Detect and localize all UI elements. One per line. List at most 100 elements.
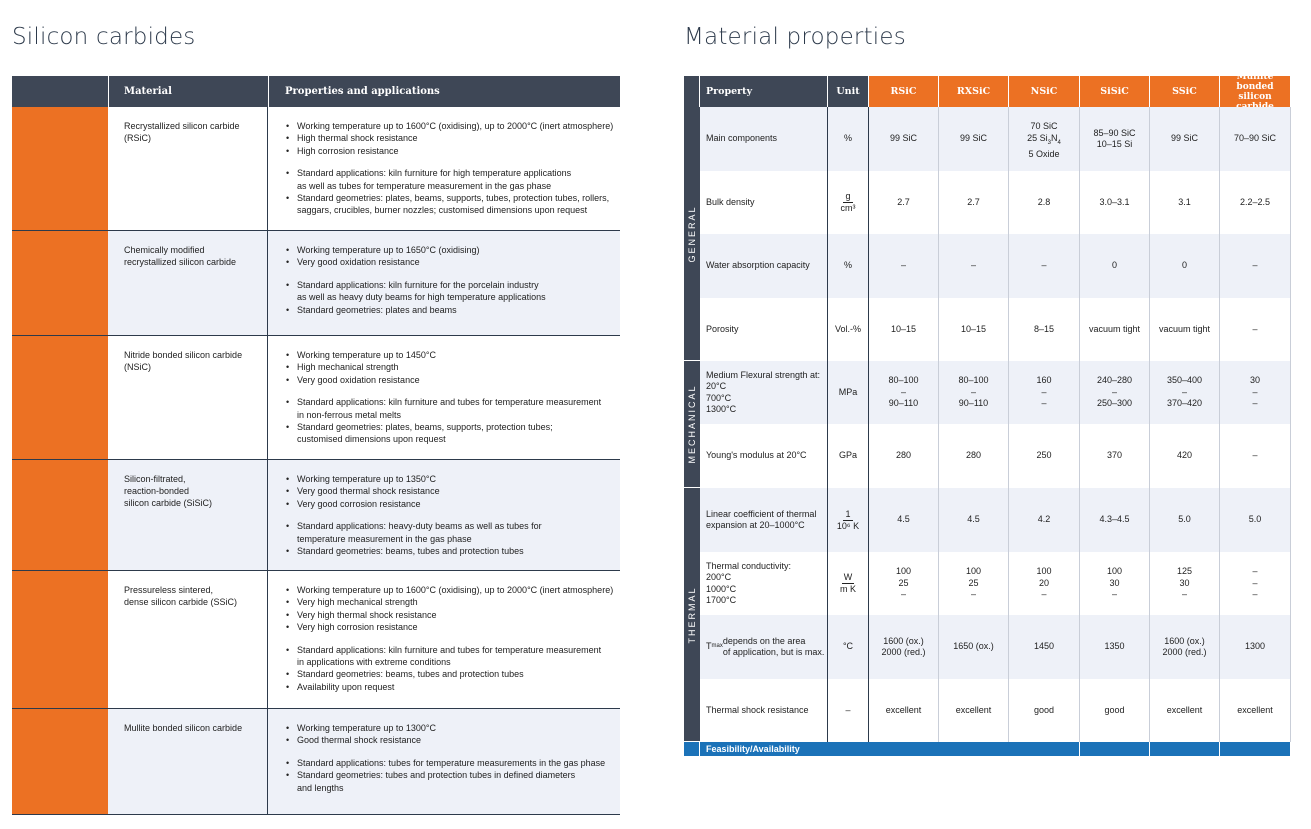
properties-cell: Working temperature up to 1350°CVery goo… [268,460,620,570]
bullet-list: Working temperature up to 1650°C (oxidis… [284,244,620,269]
value-cell: 70–90 SiC [1220,107,1291,171]
group-label-text: THERMAL [687,585,697,644]
value-cell: – [1220,234,1291,298]
list-item: Standard geometries: beams, tubes and pr… [284,668,620,681]
list-item: Standard applications: kiln furniture fo… [284,167,620,192]
value-cell: excellent [939,679,1009,742]
list-item: Availability upon request [284,681,620,694]
properties-cell: Working temperature up to 1300°CGood the… [268,709,620,814]
header-material-6: Mullite bonded silicon carbide [1220,72,1291,112]
unit-fraction: g cm³ [841,191,856,214]
list-item: Working temperature up to 1350°C [284,473,620,486]
list-item: Standard geometries: beams, tubes and pr… [284,545,620,558]
value-cell: 0 [1150,234,1220,298]
value-cell: 2.7 [939,171,1009,234]
value-cell: 80–100 – 90–110 [869,361,939,424]
properties-cell: Working temperature up to 1650°C (oxidis… [268,231,620,335]
unit-cell: – [828,679,869,742]
value-cell: 100 25 – [869,552,939,615]
group-label-thermal: THERMAL [684,488,700,742]
property-name: Porosity [700,298,828,361]
value-cell: 1450 [1009,615,1080,679]
orange-stripe [12,336,108,459]
value-cell: 70 SiC 25 Si3N4 5 Oxide [1009,107,1080,171]
bullet-list: Working temperature up to 1600°C (oxidis… [284,120,620,158]
orange-stripe [12,107,108,230]
value-cell: good [1009,679,1080,742]
value-cell: – [939,234,1009,298]
silicon-carbides-table: Material Properties and applications Rec… [12,76,620,815]
value-cell: excellent [869,679,939,742]
table-row: Pressureless sintered, dense silicon car… [12,571,620,709]
table-body: Recrystallized silicon carbide (RSiC) Wor… [12,107,620,815]
page-title-right: Material properties [684,24,906,50]
value-cell: 4.5 [869,488,939,552]
list-item: Standard applications: kiln furniture an… [284,396,620,421]
bullet-list: Standard applications: kiln furniture fo… [284,279,620,317]
value-cell: – [869,234,939,298]
material-name: Mullite bonded silicon carbide [108,709,268,814]
group-label-text: GENERAL [687,204,697,263]
bullet-list: Working temperature up to 1450°CHigh mec… [284,349,620,387]
bullet-list: Standard applications: kiln furniture an… [284,644,620,694]
group-label-general: GENERAL [684,107,700,361]
value-cell: – – – [1220,552,1291,615]
value-cell: 1350 [1080,615,1150,679]
unit-cell: GPa [828,424,869,488]
bullet-list: Standard applications: heavy-duty beams … [284,520,620,558]
value-cell: 4.2 [1009,488,1080,552]
header-material: Material [109,76,269,107]
list-item: Working temperature up to 1600°C (oxidis… [284,584,620,597]
properties-cell: Working temperature up to 1450°CHigh mec… [268,336,620,459]
unit-cell: 1 10⁶ K [828,488,869,552]
table-header: Material Properties and applications [12,76,620,107]
material-name: Chemically modified recrystallized silic… [108,231,268,335]
material-properties-table: Property Unit RSiC RXSiC NSiC SiSiC SSiC Mullit… [684,72,1291,756]
header-properties: Properties and applications [285,86,440,97]
footer-cell [1220,742,1291,756]
value-cell: 5.0 [1150,488,1220,552]
material-name: Silicon-filtrated, reaction-bonded silic… [108,460,268,570]
value-cell: 10–15 [939,298,1009,361]
bullet-list: Working temperature up to 1350°CVery goo… [284,473,620,511]
value-cell: 99 SiC [939,107,1009,171]
bullet-list: Standard applications: kiln furniture an… [284,396,620,446]
value-cell: 3.1 [1150,171,1220,234]
value-cell: excellent [1150,679,1220,742]
list-item: Standard geometries: plates, beams, supp… [284,192,620,217]
list-item: Very high mechanical strength [284,596,620,609]
list-item: Working temperature up to 1650°C (oxidis… [284,244,620,257]
unit-denominator: m K [839,584,856,594]
property-name: Young's modulus at 20°C [700,424,828,488]
value-cell: 100 25 – [939,552,1009,615]
header-material-3: NSiC [1009,76,1080,107]
unit-numerator: 1 [843,508,853,521]
list-item: Standard geometries: plates, beams, supp… [284,421,620,446]
header-material-2: RXSiC [939,76,1009,107]
header-stripe [12,76,109,107]
value-cell: 30 – – [1220,361,1291,424]
property-name: Thermal conductivity: 200°C 1000°C 1700°… [700,552,828,615]
list-item: Working temperature up to 1300°C [284,722,620,735]
table-row: Silicon-filtrated, reaction-bonded silic… [12,460,620,571]
property-name: Thermal shock resistance [700,679,828,742]
list-item: Standard applications: tubes for tempera… [284,757,620,770]
value-cell: – [1220,424,1291,488]
list-item: Very good thermal shock resistance [284,485,620,498]
orange-stripe [12,571,108,708]
bullet-list: Standard applications: kiln furniture fo… [284,167,620,217]
header-material-4: SiSiC [1080,76,1150,107]
value-cell: 99 SiC [1150,107,1220,171]
value-cell: vacuum tight [1080,298,1150,361]
value-cell: 1600 (ox.) 2000 (red.) [1150,615,1220,679]
unit-denominator: 10⁶ K [836,520,860,531]
table-row: Chemically modified recrystallized silic… [12,231,620,336]
list-item: Working temperature up to 1450°C [284,349,620,362]
list-item: High thermal shock resistance [284,132,620,145]
list-item: Standard applications: kiln furniture an… [284,644,620,669]
list-item: Very good oxidation resistance [284,256,620,269]
value-cell: 160 – – [1009,361,1080,424]
value-cell: 1650 (ox.) [939,615,1009,679]
